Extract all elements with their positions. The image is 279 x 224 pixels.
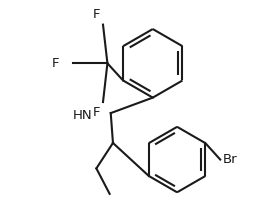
Text: F: F [93, 106, 100, 119]
Text: F: F [93, 8, 100, 21]
Text: F: F [51, 57, 59, 70]
Text: HN: HN [72, 109, 92, 122]
Text: Br: Br [222, 153, 237, 166]
